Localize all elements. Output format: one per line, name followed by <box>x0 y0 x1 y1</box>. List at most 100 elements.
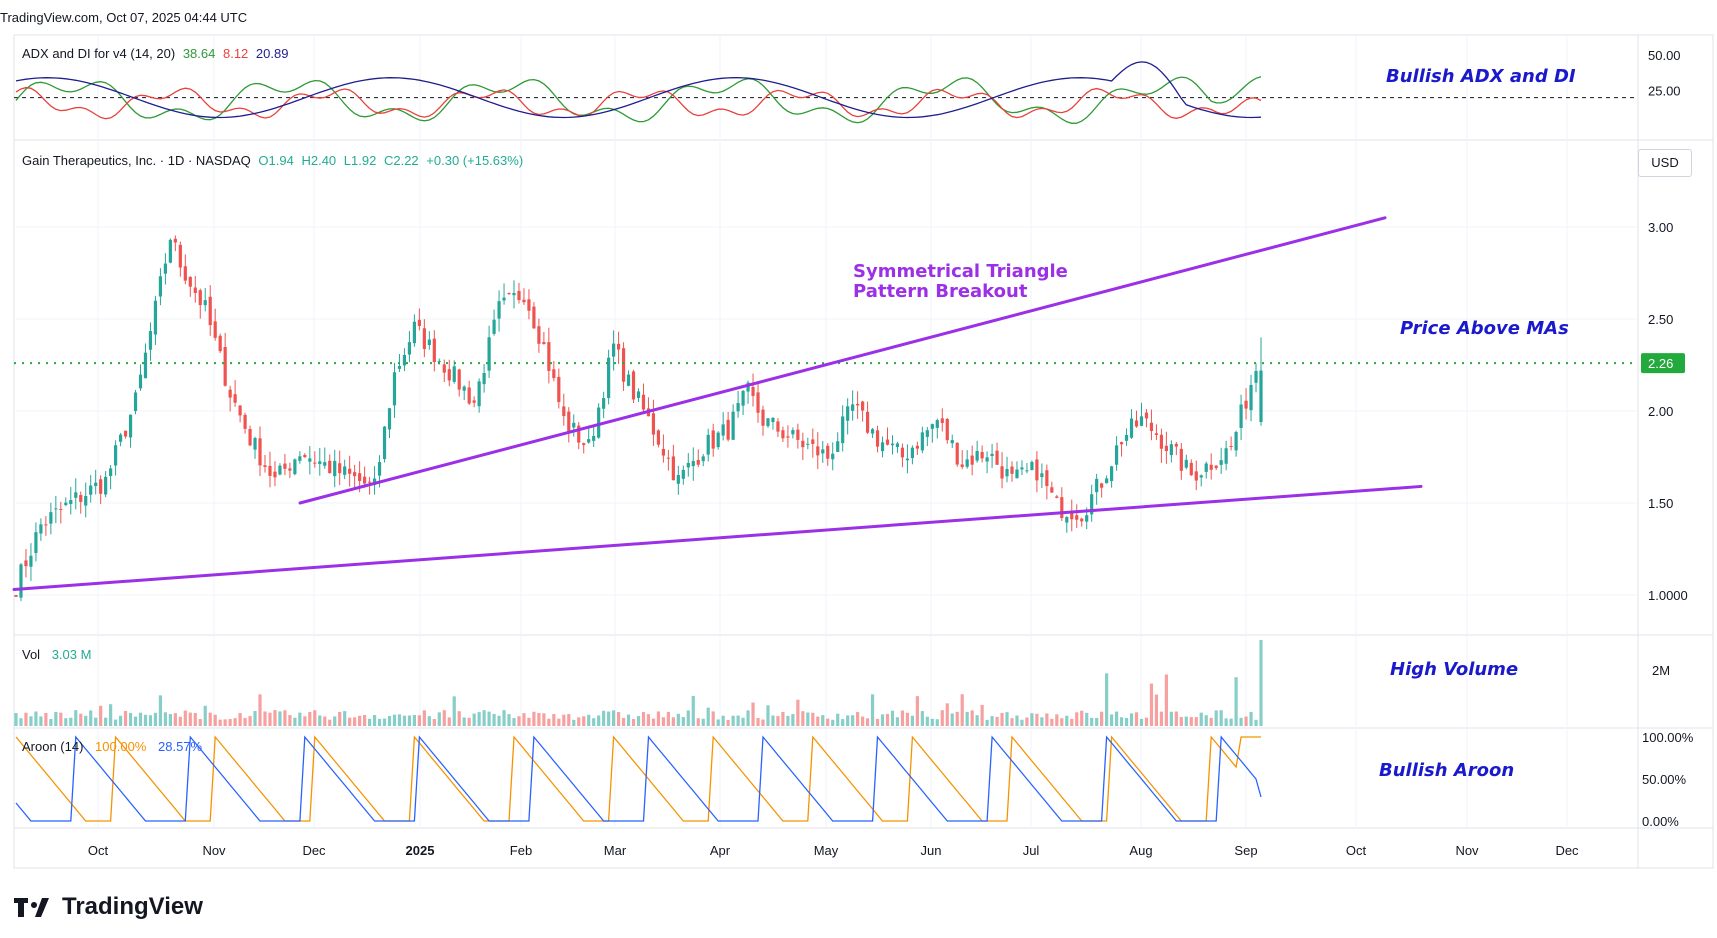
candle-body <box>960 464 964 467</box>
volume-bar <box>1189 717 1193 726</box>
candle-body <box>597 407 601 438</box>
candle-body <box>118 434 123 442</box>
volume-legend[interactable]: Vol 3.03 M <box>22 647 91 662</box>
candle <box>806 437 810 450</box>
candle <box>19 563 23 602</box>
price-change: +0.30 (+15.63%) <box>426 153 524 168</box>
candle <box>109 465 113 490</box>
candle-body <box>1219 460 1223 465</box>
candle-body <box>1105 478 1109 484</box>
candle-body <box>731 411 735 440</box>
aroon-tick-label: 0.00% <box>1642 814 1679 829</box>
volume-bar <box>1095 717 1099 726</box>
volume-bar <box>482 710 486 726</box>
price-open: O1.94 <box>258 153 294 168</box>
candle <box>925 426 929 447</box>
volume-bar <box>686 710 690 726</box>
volume-bar <box>1110 714 1114 726</box>
volume-bar <box>836 713 840 726</box>
volume-bar <box>935 719 939 726</box>
adx-legend[interactable]: ADX and DI for v4 (14, 20) 38.64 8.12 20… <box>22 46 288 61</box>
x-tick-label: Jun <box>921 843 942 858</box>
volume-bar <box>477 712 481 726</box>
candle-body <box>447 369 451 381</box>
candle <box>158 268 163 306</box>
candle-body <box>1015 469 1019 479</box>
candle <box>1030 460 1034 471</box>
candle <box>328 454 332 474</box>
volume-bar <box>856 712 860 726</box>
candle <box>1164 431 1168 464</box>
aroon-tick-label: 100.00% <box>1642 730 1694 745</box>
candle-body <box>930 424 934 429</box>
candle-body <box>353 472 357 477</box>
candle-body <box>168 239 172 263</box>
volume-bar <box>626 714 631 726</box>
currency-button[interactable]: USD <box>1638 149 1692 177</box>
candle-body <box>1110 466 1114 482</box>
tradingview-logo[interactable]: TradingView <box>14 893 203 921</box>
candles <box>14 235 1263 602</box>
candle-body <box>1070 512 1074 520</box>
candle-body <box>661 448 665 456</box>
candle-body <box>621 348 626 382</box>
adx-line <box>15 61 1262 119</box>
candle-body <box>950 440 954 444</box>
candle-body <box>158 276 163 297</box>
candle <box>1050 481 1054 493</box>
annotation-pattern-line1: Symmetrical Triangle <box>853 261 1068 282</box>
candle <box>532 302 536 329</box>
candle <box>273 461 277 487</box>
candle <box>477 378 481 413</box>
price-legend[interactable]: Gain Therapeutics, Inc. · 1D · NASDAQ O1… <box>22 153 523 168</box>
candle <box>567 407 571 443</box>
volume-bar <box>1184 716 1188 726</box>
candle-body <box>228 389 232 398</box>
volume-bar <box>1050 718 1054 726</box>
candle <box>298 451 302 464</box>
chart-header: TradingView.com, Oct 07, 2025 04:44 UTC <box>0 10 248 25</box>
adx-value-red: 8.12 <box>222 46 249 61</box>
volume-bar <box>631 719 636 726</box>
aroon-legend[interactable]: Aroon (14) 100.00% 28.57% <box>22 739 202 754</box>
triangle-line-upper <box>298 216 1387 505</box>
aroon-legend-name: Aroon (14) <box>22 739 84 754</box>
candle <box>612 330 616 371</box>
candle-body <box>457 369 461 390</box>
candle-body <box>173 238 177 243</box>
volume-bar <box>806 712 810 726</box>
volume-bar <box>1040 717 1044 726</box>
candle-body <box>153 300 158 335</box>
candle <box>1239 394 1243 441</box>
candle-body <box>1174 443 1178 447</box>
candle-body <box>1050 487 1054 493</box>
price-tick-label: 1.0000 <box>1648 588 1688 603</box>
volume-bar <box>915 696 919 726</box>
candle <box>1254 363 1258 393</box>
volume-bar <box>995 716 999 726</box>
candle <box>482 364 486 393</box>
x-tick-label: Aug <box>1129 843 1152 858</box>
volume-bar <box>841 719 845 726</box>
volume-bar <box>402 715 407 726</box>
candle-body <box>870 429 875 434</box>
minus-di-line <box>15 86 1262 120</box>
volume-bar <box>333 716 337 726</box>
candle-body <box>1065 516 1069 523</box>
volume-bar <box>437 712 441 726</box>
candle-body <box>208 296 212 326</box>
volume-bar <box>1080 710 1084 726</box>
candle <box>751 373 755 407</box>
candle-body <box>935 420 939 428</box>
candle-body <box>283 463 287 469</box>
candle-body <box>303 454 307 458</box>
volume-bar <box>1100 711 1104 726</box>
volume-bar <box>746 710 750 726</box>
price-low: L1.92 <box>343 153 377 168</box>
candle-body <box>402 354 407 366</box>
volume-bar <box>721 715 725 726</box>
candle-body <box>477 381 481 407</box>
candle-body <box>666 457 670 459</box>
last-price-label: 2.26 <box>1648 356 1673 371</box>
